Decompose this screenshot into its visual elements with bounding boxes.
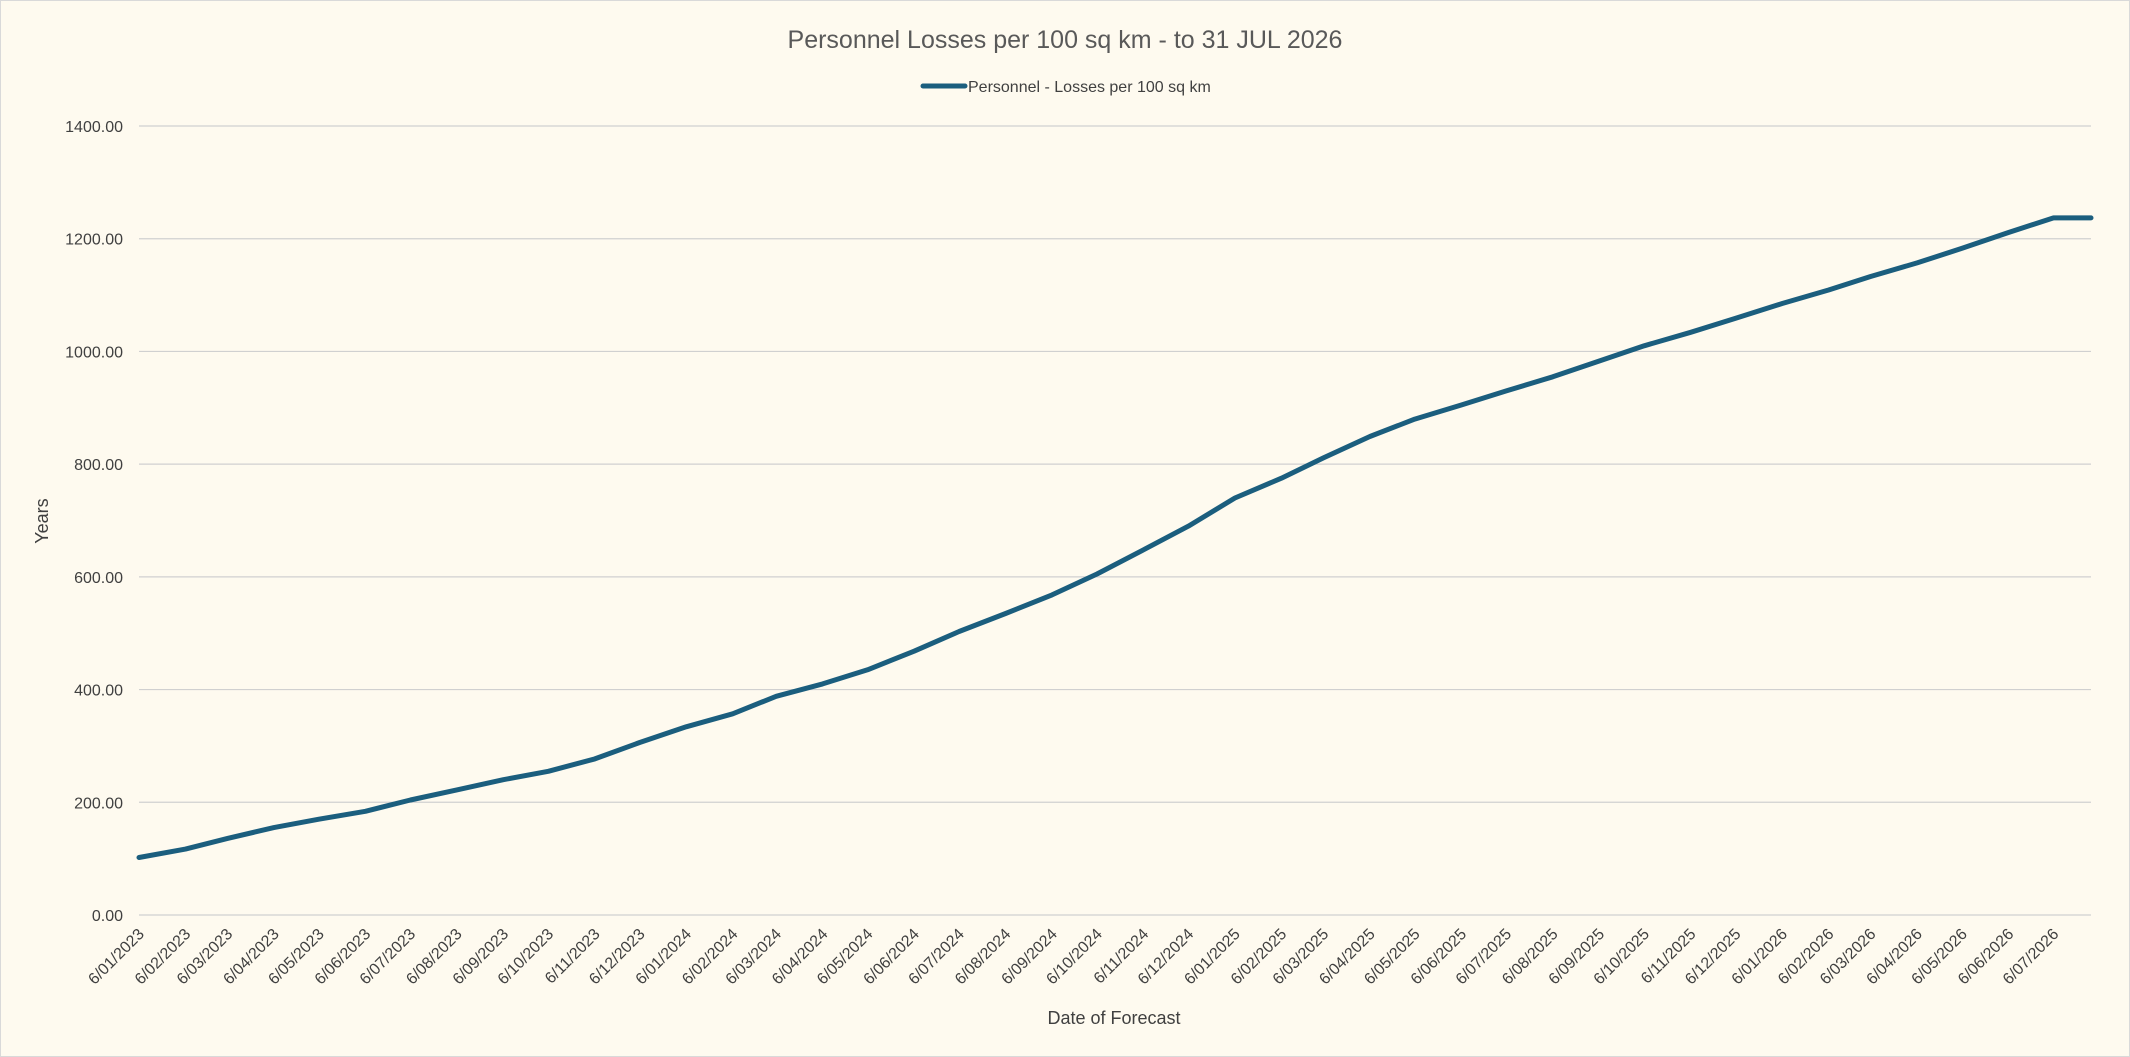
y-tick-label: 600.00 <box>74 570 123 587</box>
chart-title: Personnel Losses per 100 sq km - to 31 J… <box>788 26 1343 54</box>
y-tick-label: 400.00 <box>74 683 123 700</box>
y-tick-label: 800.00 <box>74 457 123 474</box>
x-axis-title: Date of Forecast <box>1047 1008 1180 1028</box>
series-layer <box>136 215 2094 860</box>
series-line-personnel-losses <box>136 215 2094 860</box>
y-tick-label: 200.00 <box>74 795 123 812</box>
y-axis-ticks: 0.00 200.00 400.00 600.00 800.00 1000.00 1200.… <box>65 119 123 925</box>
x-axis-ticks: 6/01/20236/02/20236/03/20236/04/20236/05… <box>85 926 2062 988</box>
y-tick-label: 1000.00 <box>65 344 123 361</box>
y-tick-label: 1400.00 <box>65 119 123 136</box>
y-tick-label: 1200.00 <box>65 232 123 249</box>
y-axis-title: Years <box>32 498 52 543</box>
legend: Personnel - Losses per 100 sq km <box>920 79 1211 96</box>
y-tick-label: 0.00 <box>92 908 123 925</box>
gridlines <box>139 125 2091 916</box>
legend-label: Personnel - Losses per 100 sq km <box>968 79 1211 96</box>
